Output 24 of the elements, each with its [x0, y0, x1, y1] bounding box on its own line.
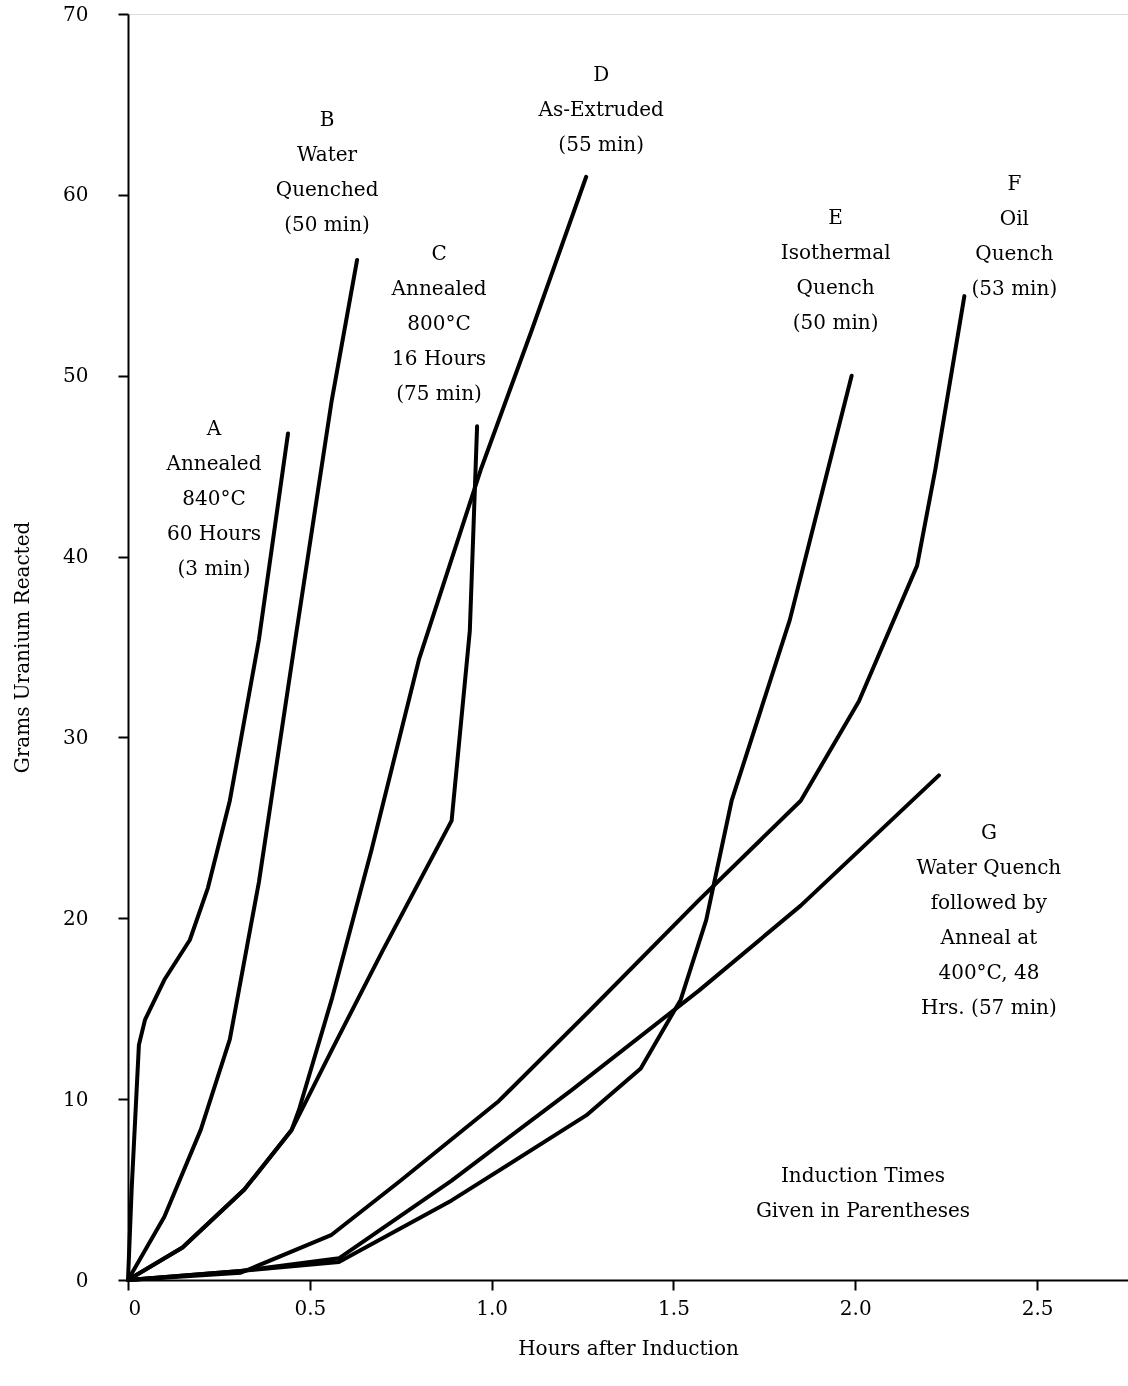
y-axis-title: Grams Uranium Reacted [10, 521, 35, 774]
y-tick-label: 70 [63, 1, 89, 26]
y-tick-label: 10 [63, 1086, 89, 1111]
x-tick-label: 0.5 [294, 1295, 327, 1320]
series-label: B Water Quenched (50 min) [275, 106, 379, 236]
x-tick-label: 1.0 [476, 1295, 509, 1320]
x-tick-label: 0 [128, 1295, 142, 1320]
x-tick-label: 2.0 [839, 1295, 872, 1320]
series-label: A Annealed 840°C 60 Hours (3 min) [165, 415, 262, 580]
y-tick-label: 20 [63, 905, 89, 930]
y-tick-label: 60 [63, 182, 89, 207]
x-tick-label: 1.5 [658, 1295, 690, 1320]
text: D As-Extruded (55 min) [537, 61, 665, 156]
y-tick-label: 0 [75, 1267, 89, 1292]
x-tick-label: 2.5 [1021, 1295, 1054, 1320]
x-axis-title: Hours after Induction [518, 1335, 739, 1360]
annotation: Induction Times Given in Parentheses [755, 1163, 971, 1222]
series-label: C Annealed 800°C 16 Hours (75 min) [390, 241, 487, 406]
y-tick-label: 30 [63, 724, 89, 749]
series-label: G Water Quench followed by Anneal at 400°C, 48 Hrs. (57 min) [916, 820, 1062, 1020]
y-tick-label: 50 [63, 363, 89, 388]
text: E Isothermal Quench (50 min) [780, 204, 891, 334]
series-label: F Oil Quench (53 min) [971, 171, 1058, 301]
y-tick-label: 40 [63, 544, 89, 569]
